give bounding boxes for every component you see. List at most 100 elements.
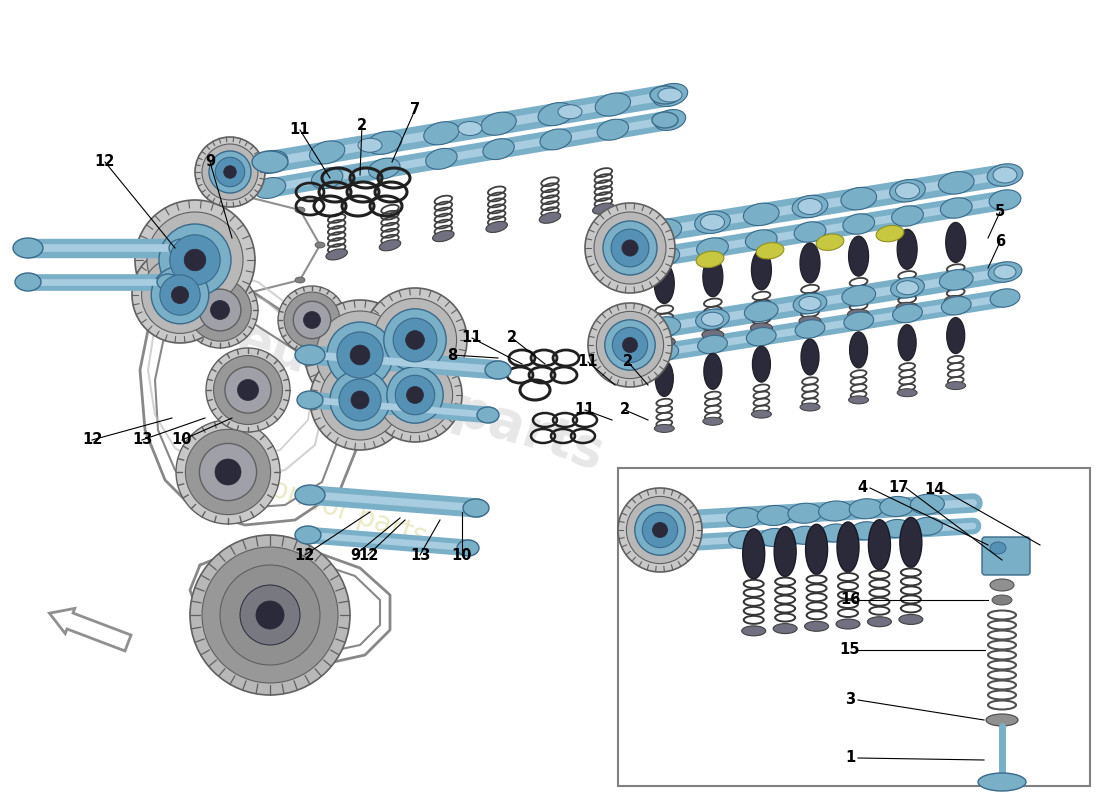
Bar [618,468,1090,786]
Ellipse shape [539,212,561,223]
Ellipse shape [987,164,1023,186]
Text: 12: 12 [295,547,316,562]
Circle shape [337,332,383,378]
Ellipse shape [742,529,764,579]
Circle shape [220,565,320,665]
Circle shape [182,272,258,348]
Ellipse shape [295,526,321,544]
Ellipse shape [540,129,571,150]
Circle shape [147,212,243,308]
Ellipse shape [842,286,876,306]
Ellipse shape [800,403,820,411]
Ellipse shape [868,617,891,626]
Text: 11: 11 [574,402,595,418]
Ellipse shape [485,361,512,379]
Circle shape [284,292,340,348]
Text: 15: 15 [839,642,860,658]
Circle shape [199,289,241,331]
Text: 12: 12 [95,154,116,170]
Ellipse shape [756,242,784,259]
Circle shape [594,212,666,284]
Text: 2: 2 [620,402,630,418]
Ellipse shape [940,198,972,218]
Ellipse shape [896,302,918,312]
Circle shape [216,158,244,186]
Circle shape [393,318,437,362]
Text: 3: 3 [845,693,855,707]
Circle shape [189,279,251,341]
Text: 4: 4 [857,481,867,495]
Ellipse shape [297,391,323,409]
Circle shape [387,366,443,423]
Circle shape [623,338,638,353]
Ellipse shape [656,361,673,397]
Text: 2: 2 [623,354,634,370]
Ellipse shape [989,190,1021,210]
Ellipse shape [170,267,180,273]
Ellipse shape [368,158,400,179]
Circle shape [240,585,300,645]
Ellipse shape [254,178,286,198]
Ellipse shape [653,337,675,346]
Ellipse shape [558,105,582,118]
Circle shape [320,360,400,440]
Circle shape [304,311,320,329]
Text: 8: 8 [447,347,458,362]
Text: 11: 11 [462,330,482,346]
Ellipse shape [649,343,679,362]
Ellipse shape [990,289,1020,307]
Ellipse shape [252,150,288,174]
Ellipse shape [315,242,324,248]
Ellipse shape [978,773,1026,791]
Circle shape [327,322,393,388]
Ellipse shape [751,250,771,290]
Text: eurocarparts: eurocarparts [230,313,610,481]
Ellipse shape [252,151,288,173]
Ellipse shape [150,247,160,253]
Ellipse shape [696,251,724,267]
Circle shape [339,379,381,421]
Circle shape [213,355,283,425]
Circle shape [135,200,255,320]
Circle shape [202,547,338,683]
Ellipse shape [849,498,883,518]
Ellipse shape [603,230,627,246]
Ellipse shape [759,529,789,546]
Ellipse shape [986,714,1018,726]
Ellipse shape [751,410,771,418]
Ellipse shape [597,226,632,250]
Ellipse shape [697,335,727,354]
Ellipse shape [648,246,680,266]
Ellipse shape [750,323,772,333]
Ellipse shape [790,526,820,544]
Circle shape [199,443,256,501]
Ellipse shape [235,192,245,198]
Ellipse shape [804,622,828,631]
Ellipse shape [899,614,923,625]
Circle shape [151,266,209,324]
Ellipse shape [695,309,729,330]
Circle shape [618,488,702,572]
Text: 12: 12 [81,433,102,447]
Text: 13: 13 [132,433,152,447]
Circle shape [278,286,346,354]
Ellipse shape [15,273,41,291]
Circle shape [642,512,678,548]
Ellipse shape [990,579,1014,591]
Circle shape [206,348,290,432]
Ellipse shape [799,316,821,326]
Circle shape [652,522,668,538]
Ellipse shape [892,304,923,322]
Text: 17: 17 [888,481,909,495]
Ellipse shape [868,520,890,570]
Ellipse shape [295,485,324,505]
Circle shape [172,286,188,304]
Ellipse shape [169,239,195,257]
Text: 7: 7 [410,102,420,118]
Ellipse shape [946,382,966,390]
Circle shape [384,309,447,371]
Circle shape [223,166,236,178]
Circle shape [330,370,390,430]
Ellipse shape [896,281,918,294]
Ellipse shape [851,522,881,540]
